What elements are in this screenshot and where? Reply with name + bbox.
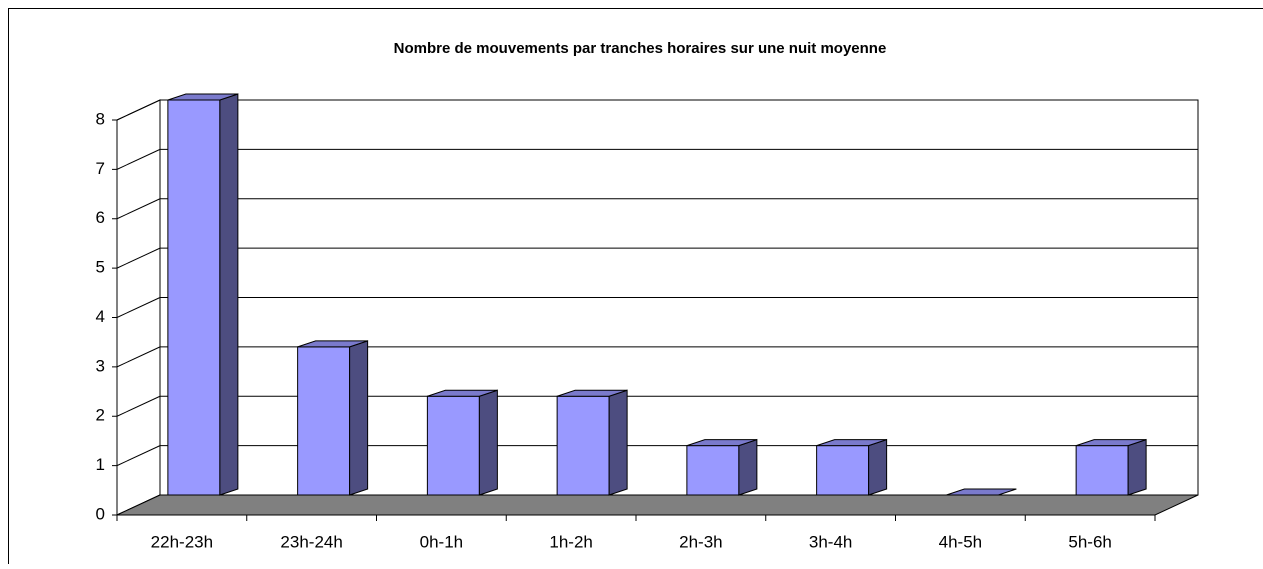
y-tick-label: 0: [96, 504, 105, 523]
bar: [817, 440, 887, 495]
bar: [1076, 440, 1146, 495]
y-tick-label: 5: [96, 258, 105, 277]
bar: [557, 390, 627, 495]
y-tick-label: 6: [96, 208, 105, 227]
bar-side: [220, 94, 238, 495]
y-tick-label: 2: [96, 406, 105, 425]
bar-front: [298, 347, 350, 495]
y-tick-label: 1: [96, 455, 105, 474]
bar: [427, 390, 497, 495]
bar-front: [1076, 446, 1128, 495]
x-tick-label: 3h-4h: [809, 532, 852, 551]
x-tick-label: 0h-1h: [420, 532, 463, 551]
x-tick-label: 4h-5h: [939, 532, 982, 551]
y-tick-label: 8: [96, 109, 105, 128]
bar: [687, 440, 757, 495]
x-tick-label: 2h-3h: [679, 532, 722, 551]
y-tick-label: 4: [96, 307, 105, 326]
bar-front: [557, 396, 609, 495]
y-tick-label: 3: [96, 356, 105, 375]
chart-title: Nombre de mouvements par tranches horair…: [394, 40, 887, 57]
bar-front: [427, 396, 479, 495]
x-tick-label: 5h-6h: [1068, 532, 1111, 551]
bar: [298, 341, 368, 495]
bar-side: [869, 440, 887, 495]
bar-side: [739, 440, 757, 495]
bar-front: [817, 446, 869, 495]
x-tick-label: 22h-23h: [151, 532, 213, 551]
bar: [168, 94, 238, 495]
x-tick-label: 23h-24h: [280, 532, 342, 551]
bar-side: [609, 390, 627, 495]
x-tick-label: 1h-2h: [549, 532, 592, 551]
y-tick-label: 7: [96, 159, 105, 178]
bar-side: [1128, 440, 1146, 495]
bar-side: [350, 341, 368, 495]
floor: [117, 495, 1198, 515]
bar-side: [479, 390, 497, 495]
bar-front: [168, 100, 220, 495]
bar-front: [687, 446, 739, 495]
